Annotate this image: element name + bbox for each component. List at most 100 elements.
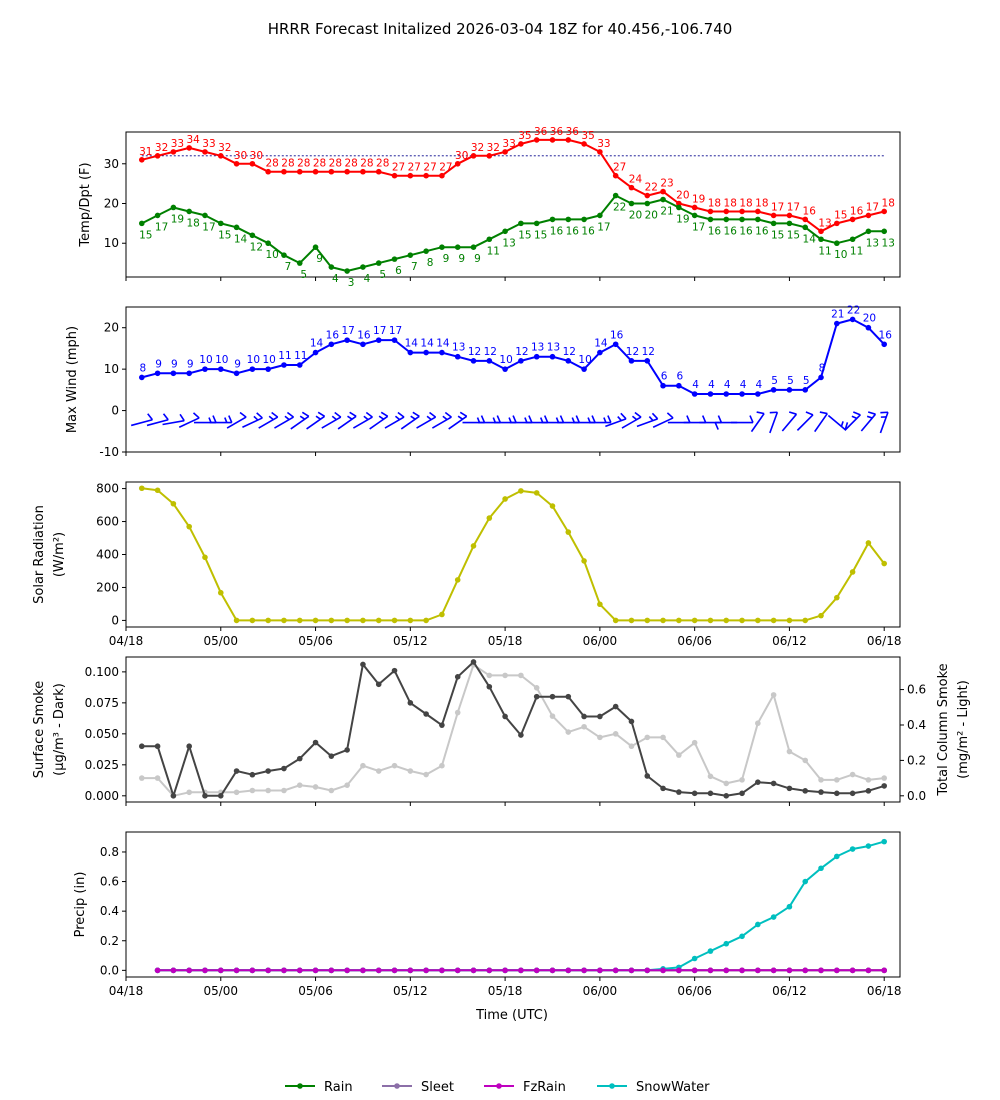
wind-barb-flag [162,413,169,421]
surface-smoke-point [755,779,761,785]
plot-frame [125,831,901,978]
temperature-point [486,153,493,159]
wind-barb [781,411,798,432]
wind-barb-flag [769,411,778,414]
dewpoint-data-label: 11 [487,245,500,257]
figure-title: HRRR Forecast Initalized 2026-03-04 18Z … [268,20,733,38]
wind-barb [621,411,642,429]
surface-smoke-point [660,785,666,792]
dewpoint-point [328,264,335,270]
wind-barb [731,415,754,424]
temperature-point [707,208,714,215]
total-column-smoke-point [360,762,366,769]
fzrain-point [549,967,556,974]
solar-radiation-point [644,617,651,624]
y-tick-label: 0.025 [85,758,119,772]
x-tick-label: 05/00 [203,984,238,998]
wind-barb-flag [648,416,654,422]
surface-smoke-point [723,793,730,799]
temperature-point [676,200,682,207]
dewpoint-data-label: 15 [534,229,547,241]
wind-data-label: 9 [155,358,162,370]
surface-smoke-point [786,785,793,792]
max-wind-point [154,370,161,377]
wind-barb-flag [651,412,659,420]
max-wind-point [770,387,777,393]
wind-barb-shaft [416,416,437,429]
dewpoint-data-label: 9 [474,253,481,265]
surface-smoke-point [249,771,256,778]
fzrain-point [486,967,493,974]
fzrain-point [612,967,619,974]
wind-data-label: 5 [771,375,778,387]
legend-label: SnowWater [636,1080,710,1095]
wind-barb [796,411,814,431]
wind-data-label: 12 [642,346,655,358]
solar-radiation-point [549,503,556,509]
temperature-point [597,149,603,155]
solar-radiation-point [439,611,445,618]
solar-radiation-point [391,617,398,624]
wind-barb-flag [749,415,754,423]
wind-barb-flag [365,411,373,418]
y-tick-label: 800 [96,482,119,496]
y-tick-label: 400 [96,548,119,562]
plot-frame [125,306,901,453]
temperature-point [865,212,872,219]
snowwater-point [802,878,809,885]
temperature-point [834,220,840,227]
fzrain-point [249,967,256,974]
solar-radiation-point [786,617,793,624]
fzrain-point [217,967,224,974]
wind-barb-flag [299,415,306,420]
wind-barb-shaft [769,411,779,434]
fzrain-point [170,967,177,974]
solar-radiation-line [141,487,885,622]
temperature-data-label: 35 [518,130,531,142]
wind-barb-shaft [290,415,310,430]
legend: Rain Sleet FzRain SnowWater [285,1080,710,1095]
max-wind-point [344,337,350,343]
temperature-data-label: 27 [613,162,626,174]
dewpoint-data-label: 20 [629,210,642,222]
wind-barb-flag [620,412,627,420]
dewpoint-point [486,236,493,243]
fzrain-point [328,967,335,974]
solar-radiation-point [660,617,666,624]
wind-barb-flag [701,415,707,423]
fzrain-point [281,967,287,974]
dewpoint-data-label: 18 [186,217,199,229]
dewpoint-point [265,240,271,247]
y-right-tick-label: 0.6 [907,683,926,697]
wind-data-label: 10 [499,354,512,366]
temperature-data-label: 30 [250,150,263,162]
wind-barb [416,411,437,429]
wind-barb-shaft [814,413,828,433]
dewpoint-point [612,192,619,199]
dewpoint-point [549,216,556,223]
y-tick-label: 0.8 [100,845,119,859]
dewpoint-data-label: 14 [803,233,817,245]
wind-data-label: 10 [578,354,591,366]
wind-barb-flag [867,411,876,415]
wind-barb-flag [224,417,228,423]
y-tick-label: 0.0 [100,963,119,977]
wind-data-label: 14 [310,338,324,350]
fzrain-point [265,967,271,974]
fzrain-point [707,967,714,974]
temperature-data-label: 33 [502,138,515,150]
wind-barb-shaft [448,415,468,430]
max-wind-point [581,366,587,372]
temperature-data-label: 23 [660,178,673,190]
fzrain-point [644,967,651,974]
snowwater-point [739,933,745,940]
wind-barb-flag [268,415,274,421]
temperature-data-label: 19 [692,193,705,205]
dewpoint-point [660,196,666,203]
total-column-smoke-point [454,709,461,716]
solar-radiation-point [265,617,271,624]
y-tick-label: 0.6 [100,875,119,889]
temperature-point [518,141,524,147]
surface-smoke-point [170,793,177,799]
temperature-point [186,145,192,151]
